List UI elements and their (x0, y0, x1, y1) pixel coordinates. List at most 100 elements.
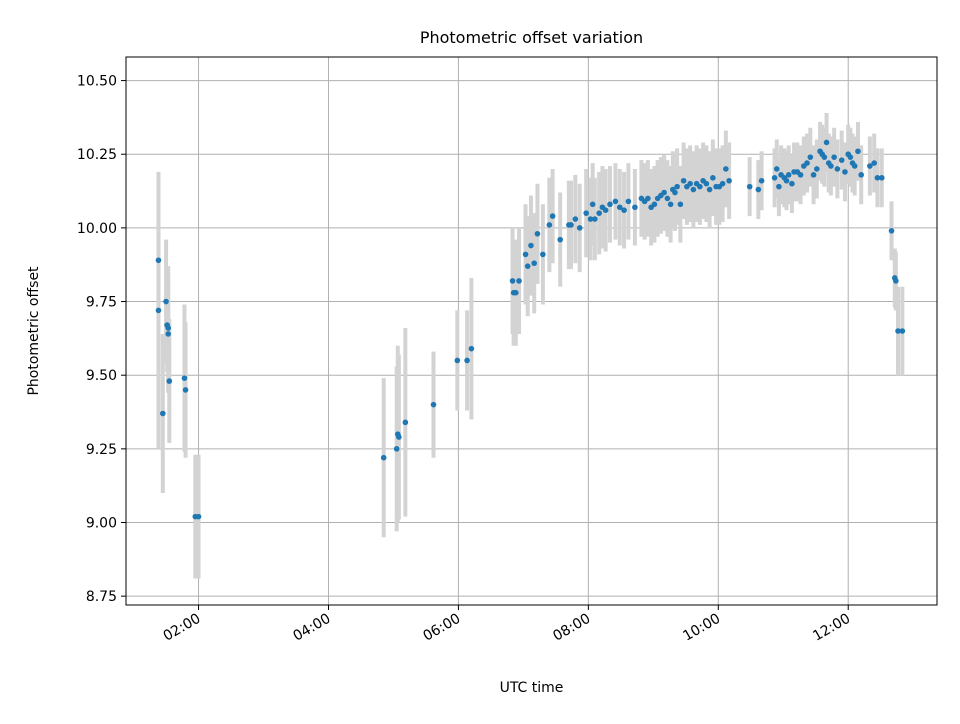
chart-title: Photometric offset variation (420, 28, 643, 47)
data-point (807, 154, 814, 160)
data-point (393, 446, 400, 452)
data-point (512, 289, 519, 296)
data-point (895, 328, 901, 334)
y-tick-label: 10.50 (77, 74, 117, 90)
y-tick-label: 10.25 (77, 147, 117, 163)
data-point (612, 198, 619, 205)
data-point (838, 157, 845, 163)
data-point (468, 345, 475, 352)
data-point (664, 195, 671, 202)
data-point (814, 166, 820, 172)
y-tick-label: 9.50 (86, 368, 117, 384)
data-point (797, 172, 804, 178)
data-point (672, 189, 678, 196)
data-point (589, 201, 596, 208)
data-point (758, 177, 765, 184)
y-axis-label: Photometric offset (26, 266, 42, 396)
data-point (783, 177, 790, 184)
data-point (858, 172, 865, 178)
data-point (888, 228, 895, 234)
data-point (651, 201, 658, 208)
data-point (621, 207, 627, 214)
data-point (616, 204, 623, 211)
data-point (899, 328, 906, 334)
data-point (871, 160, 877, 166)
data-point (789, 180, 795, 187)
data-point (823, 139, 830, 146)
y-tick-label: 10.00 (77, 221, 117, 237)
data-point (661, 189, 667, 196)
data-point (874, 174, 881, 181)
data-point (166, 378, 173, 384)
data-point (690, 186, 697, 193)
data-point (464, 357, 470, 364)
data-point (549, 213, 556, 219)
y-tick-label: 9.00 (86, 516, 117, 532)
data-point (546, 222, 553, 228)
data-point (583, 210, 589, 216)
data-point (572, 216, 579, 222)
y-tick-label: 8.75 (86, 589, 117, 605)
data-point (396, 434, 402, 440)
data-point (625, 198, 632, 205)
data-point (746, 183, 753, 190)
data-point (540, 251, 546, 258)
data-point (568, 222, 574, 228)
data-point (726, 177, 732, 184)
data-point (524, 263, 531, 269)
data-point (380, 454, 387, 461)
data-point (697, 183, 703, 190)
data-point (834, 166, 841, 172)
data-point (454, 357, 461, 364)
data-point (155, 307, 162, 314)
data-point (195, 513, 202, 520)
data-point (522, 251, 529, 258)
data-point (430, 401, 437, 408)
data-point (776, 183, 782, 190)
data-point (602, 207, 609, 214)
data-point (710, 174, 716, 181)
data-point (155, 257, 162, 264)
data-point (755, 186, 762, 193)
data-point (667, 201, 674, 208)
y-tick-label: 9.25 (86, 442, 117, 458)
data-point (160, 410, 166, 417)
data-point (855, 148, 861, 155)
data-point (645, 195, 651, 202)
data-point (893, 278, 899, 284)
data-point (831, 154, 837, 160)
data-point (828, 163, 834, 169)
data-point (867, 163, 873, 169)
data-point (632, 204, 638, 211)
data-point (531, 260, 538, 267)
plot-frame (125, 56, 938, 606)
data-point (163, 298, 169, 305)
data-point (687, 180, 693, 187)
data-point (851, 163, 858, 169)
data-point (878, 174, 885, 181)
data-point (528, 242, 534, 249)
data-point (773, 166, 780, 172)
data-point (703, 180, 710, 187)
y-tick-label: 9.75 (86, 295, 117, 311)
data-point (587, 216, 594, 222)
data-point (181, 375, 188, 381)
data-points (155, 139, 906, 520)
data-point (607, 201, 613, 208)
data-point (402, 419, 409, 426)
data-point (680, 177, 687, 184)
data-point (810, 172, 817, 178)
data-point (592, 216, 598, 222)
data-point (842, 169, 848, 175)
data-point (785, 172, 792, 178)
data-point (534, 230, 541, 237)
data-point (557, 236, 563, 243)
data-point (576, 225, 583, 231)
data-point (719, 180, 726, 187)
data-point (804, 160, 810, 166)
data-point (771, 174, 778, 181)
data-point (182, 387, 189, 393)
